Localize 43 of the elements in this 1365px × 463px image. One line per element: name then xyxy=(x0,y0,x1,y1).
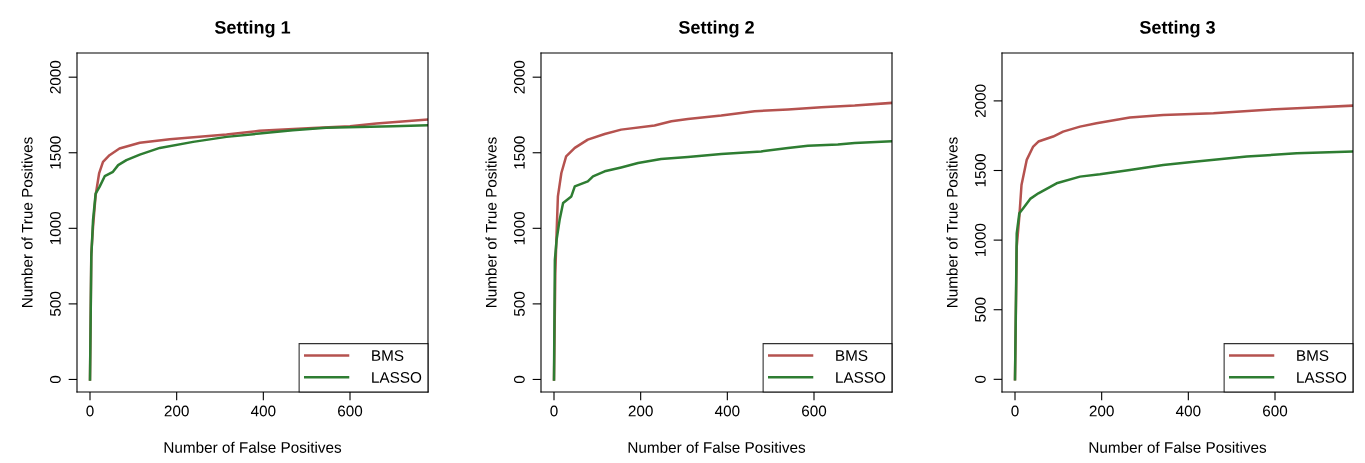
x-tick-label: 600 xyxy=(1263,405,1288,417)
y-axis-title: Number of True Positives xyxy=(21,137,33,307)
y-tick-label: 1500 xyxy=(49,136,61,169)
y-tick-label: 1000 xyxy=(974,223,986,256)
y-tick-label: 2000 xyxy=(513,60,525,94)
y-tick-label: 1500 xyxy=(513,136,525,169)
y-tick-label: 2000 xyxy=(974,84,986,118)
x-tick-label: 200 xyxy=(164,405,189,417)
x-tick-label: 0 xyxy=(550,405,558,417)
legend-label: LASSO xyxy=(836,372,886,383)
y-tick-label: 1500 xyxy=(974,154,986,187)
legend-label: BMS xyxy=(1297,350,1329,361)
x-tick-label: 600 xyxy=(802,405,827,417)
y-tick-label: 500 xyxy=(974,297,986,322)
y-tick-label: 2000 xyxy=(49,60,61,94)
x-tick-label: 0 xyxy=(86,405,94,417)
y-tick-label: 0 xyxy=(49,375,61,384)
y-tick-label: 0 xyxy=(513,375,525,384)
legend-label: LASSO xyxy=(372,372,422,383)
legend-label: BMS xyxy=(836,350,868,361)
x-tick-label: 600 xyxy=(338,405,363,417)
chart-title: Setting 1 xyxy=(214,20,291,38)
y-axis-title: Number of True Positives xyxy=(485,137,497,307)
y-tick-label: 500 xyxy=(49,291,61,317)
x-tick-label: 400 xyxy=(1175,405,1201,417)
x-axis-title: Number of False Positives xyxy=(164,441,342,453)
y-tick-label: 1000 xyxy=(49,211,61,245)
legend-label: BMS xyxy=(372,350,404,361)
y-tick-label: 1000 xyxy=(513,211,525,245)
chart-title: Setting 2 xyxy=(678,20,754,38)
y-tick-label: 500 xyxy=(513,291,525,317)
y-axis-title: Number of True Positives xyxy=(946,137,958,307)
x-tick-label: 400 xyxy=(714,405,740,417)
chart-title: Setting 3 xyxy=(1139,20,1215,38)
x-tick-label: 200 xyxy=(1089,405,1114,417)
x-tick-label: 200 xyxy=(628,405,653,417)
x-axis-title: Number of False Positives xyxy=(628,441,806,453)
x-tick-label: 0 xyxy=(1011,405,1019,417)
legend-label: LASSO xyxy=(1297,372,1347,383)
x-tick-label: 400 xyxy=(250,405,276,417)
y-tick-label: 0 xyxy=(974,375,986,383)
line-series xyxy=(1013,150,1353,381)
x-axis-title: Number of False Positives xyxy=(1089,441,1267,453)
